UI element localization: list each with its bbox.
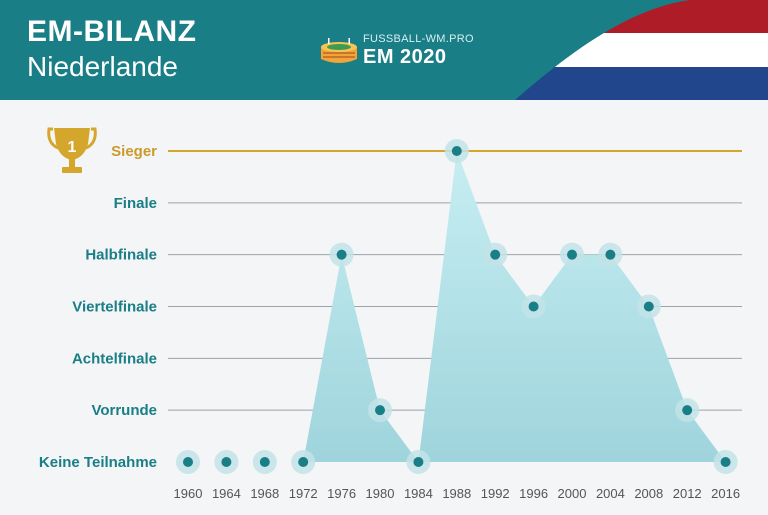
data-point xyxy=(528,301,539,312)
trophy-number: 1 xyxy=(68,139,77,156)
series-area xyxy=(188,151,726,462)
y-tick-label: Viertelfinale xyxy=(72,299,157,316)
data-point xyxy=(682,405,693,416)
data-point xyxy=(567,249,577,260)
data-point xyxy=(413,457,424,467)
page-title: EM-BILANZ xyxy=(27,15,197,48)
chart-panel: Keine Teilnahme Vorrunde Achtelfinale Viert… xyxy=(0,100,768,515)
x-tick-label: 1964 xyxy=(212,486,241,501)
flag-stripe-white xyxy=(515,33,768,67)
x-tick-label: 1968 xyxy=(250,486,279,501)
y-tick-label: Halbfinale xyxy=(85,247,157,264)
data-point xyxy=(643,301,654,312)
logo-tournament: EM 2020 xyxy=(363,46,447,68)
x-tick-label: 2012 xyxy=(673,486,702,501)
x-tick-label: 2000 xyxy=(558,486,587,501)
data-point xyxy=(259,457,270,467)
x-tick-label: 2016 xyxy=(711,486,740,501)
x-tick-label: 1992 xyxy=(481,486,510,501)
y-tick-label: Achtelfinale xyxy=(72,350,157,367)
flag-stripe-red xyxy=(515,0,768,33)
chart: Keine Teilnahme Vorrunde Achtelfinale Viert… xyxy=(39,127,742,501)
x-tick-label: 1960 xyxy=(174,486,203,501)
flag-stripe-blue xyxy=(515,67,768,100)
data-point xyxy=(720,457,731,467)
x-tick-label: 1972 xyxy=(289,486,318,501)
header-banner: EM-BILANZ Niederlande FUSSBALL-WM.PRO EM… xyxy=(0,0,768,100)
netherlands-flag xyxy=(515,0,768,100)
y-tick-label: Sieger xyxy=(111,143,157,160)
x-tick-label: 2008 xyxy=(634,486,663,501)
trophy-icon: 1 xyxy=(47,127,97,173)
y-tick-label: Finale xyxy=(114,195,157,212)
x-tick-label: 1980 xyxy=(366,486,395,501)
x-tick-label: 1996 xyxy=(519,486,548,501)
y-tick-label: Keine Teilnahme xyxy=(39,454,157,471)
data-point xyxy=(336,249,347,260)
logo-site-name: FUSSBALL-WM.PRO xyxy=(363,33,474,45)
data-point xyxy=(298,457,309,467)
data-point xyxy=(375,405,385,416)
data-point xyxy=(605,249,616,260)
stadium-icon xyxy=(321,38,357,63)
data-point xyxy=(221,457,232,467)
x-tick-label: 1976 xyxy=(327,486,356,501)
y-tick-label: Vorrunde xyxy=(91,402,157,419)
data-point xyxy=(183,457,193,467)
data-point xyxy=(490,249,501,260)
data-point xyxy=(451,146,462,156)
page-subtitle: Niederlande xyxy=(27,51,178,82)
x-tick-label: 1984 xyxy=(404,486,433,501)
x-tick-label: 1988 xyxy=(442,486,471,501)
x-tick-label: 2004 xyxy=(596,486,625,501)
